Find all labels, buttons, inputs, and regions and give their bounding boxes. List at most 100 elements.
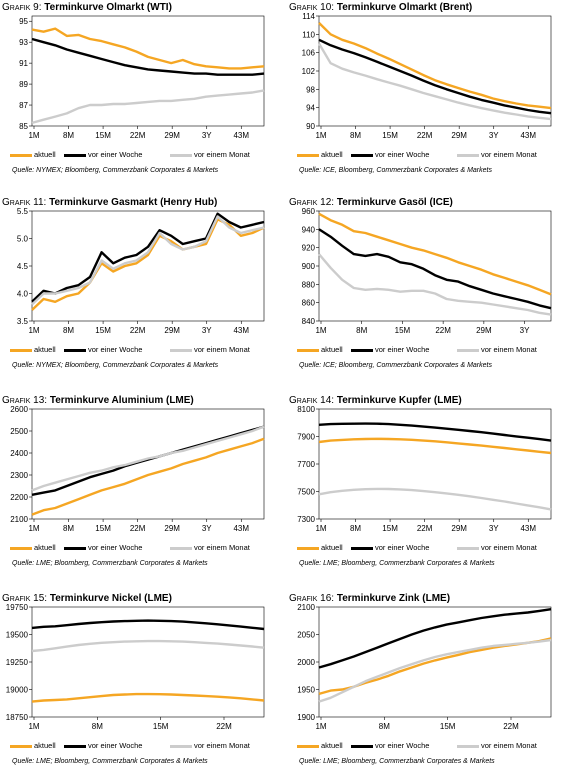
x-tick-label: 15M: [95, 524, 111, 533]
series-line: [31, 437, 265, 516]
series-line: [318, 228, 552, 310]
legend-swatch: [64, 349, 86, 352]
legend-label: vor einer Woche: [88, 345, 143, 354]
series-line: [31, 619, 265, 631]
series-line: [318, 422, 552, 442]
chart-title-text: Terminkurve Olmarkt (WTI): [44, 2, 172, 13]
series-line: [31, 692, 265, 703]
x-tick-label: 3Y: [520, 326, 530, 335]
legend-label: vor einem Monat: [481, 150, 537, 159]
legend-swatch: [297, 154, 319, 157]
legend-label: vor einem Monat: [194, 150, 250, 159]
x-tick-label: 15M: [382, 524, 398, 533]
y-tick-label: 87: [19, 101, 28, 110]
y-tick-label: 840: [302, 317, 316, 326]
chart-panel: Grafik 11: Terminkurve Gasmarkt (Henry H…: [2, 197, 278, 387]
series-line: [31, 215, 265, 306]
plot-area: [31, 408, 265, 520]
plot-area: [318, 15, 552, 127]
chart-title: Grafik 15: Terminkurve Nickel (LME): [2, 593, 172, 604]
series-line: [318, 638, 552, 703]
y-tick-label: 5.5: [17, 207, 29, 216]
chart-title-text: Terminkurve Olmarkt (Brent): [336, 2, 473, 13]
x-tick-label: 1M: [28, 326, 39, 335]
x-tick-label: 43M: [233, 131, 249, 140]
y-tick-label: 7700: [297, 460, 315, 469]
legend-label: vor einer Woche: [375, 345, 430, 354]
legend-label: vor einem Monat: [481, 741, 537, 750]
x-tick-label: 15M: [395, 326, 411, 335]
line-chart: 90 94 98 102 106 110 114 1M 8M 15M 22M 29M 3Y 43M: [302, 12, 552, 140]
source-note: Quelle: LME; Bloomberg, Commerzbank Corp…: [12, 758, 208, 765]
series-line: [318, 437, 552, 455]
y-tick-label: 85: [19, 122, 28, 131]
x-tick-label: 8M: [379, 722, 390, 731]
x-tick-label: 22M: [130, 131, 146, 140]
y-tick-label: 102: [302, 67, 316, 76]
y-tick-label: 2400: [10, 449, 28, 458]
y-tick-label: 114: [302, 12, 315, 21]
x-tick-label: 3Y: [202, 326, 212, 335]
plot-area: [318, 210, 552, 322]
source-note: Quelle: ICE; Bloomberg, Commerzbank Corp…: [299, 362, 492, 369]
chart-number: Grafik 14:: [289, 395, 335, 406]
chart-title: Grafik 10: Terminkurve Olmarkt (Brent): [289, 2, 472, 13]
x-tick-label: 22M: [130, 326, 146, 335]
series-line: [317, 42, 552, 121]
chart-number: Grafik 9:: [2, 2, 42, 13]
chart-panel: Grafik 16: Terminkurve Zink (LME) 1900 195…: [289, 593, 562, 783]
x-tick-label: 22M: [503, 722, 519, 731]
x-tick-label: 8M: [63, 326, 74, 335]
legend-swatch: [457, 154, 479, 157]
x-tick-label: 29M: [451, 524, 467, 533]
chart-number: Grafik 15:: [2, 593, 48, 604]
x-tick-label: 29M: [164, 326, 180, 335]
y-tick-label: 1950: [297, 686, 315, 695]
series-line: [31, 27, 265, 70]
y-tick-label: 110: [302, 30, 315, 39]
legend-swatch: [297, 745, 319, 748]
x-tick-label: 43M: [233, 524, 249, 533]
y-tick-label: 89: [19, 80, 28, 89]
x-tick-label: 1M: [28, 722, 39, 731]
y-tick-label: 8100: [297, 405, 315, 414]
y-tick-label: 1900: [297, 713, 315, 722]
y-tick-label: 106: [302, 49, 316, 58]
series-line: [31, 218, 265, 311]
chart-number: Grafik 13:: [2, 395, 48, 406]
line-chart: 840 860 880 900 920 940 960 1M 8M 15M 22M 29M 3Y: [302, 207, 552, 335]
legend-label: vor einer Woche: [375, 741, 430, 750]
chart-panel: Grafik 10: Terminkurve Olmarkt (Brent) 90…: [289, 2, 562, 192]
chart-number: Grafik 11:: [2, 197, 47, 208]
line-chart: 1900 1950 2000 2050 2100 1M 8M 15M 22M: [297, 603, 552, 731]
legend-swatch: [10, 154, 32, 157]
x-tick-label: 15M: [382, 131, 398, 140]
series-line: [318, 608, 552, 669]
x-tick-label: 8M: [92, 722, 103, 731]
line-chart: 18750 19000 19250 19500 19750 1M 8M 15M 22M: [6, 603, 265, 731]
x-tick-label: 15M: [95, 131, 111, 140]
legend-swatch: [10, 547, 32, 550]
x-tick-label: 22M: [216, 722, 232, 731]
x-tick-label: 8M: [350, 524, 361, 533]
legend-swatch: [351, 547, 373, 550]
y-tick-label: 2600: [10, 405, 28, 414]
chart-title: Grafik 9: Terminkurve Olmarkt (WTI): [2, 2, 172, 13]
y-tick-label: 880: [302, 280, 316, 289]
series-line: [31, 212, 265, 303]
chart-panel: Grafik 14: Terminkurve Kupfer (LME) 7300 7…: [289, 395, 562, 585]
y-tick-label: 90: [306, 122, 315, 131]
x-tick-label: 1M: [315, 326, 326, 335]
legend-swatch: [170, 745, 192, 748]
source-note: Quelle: NYMEX; Bloomberg, Commerzbank Co…: [12, 362, 219, 369]
series-line: [318, 22, 552, 110]
x-tick-label: 3Y: [202, 131, 212, 140]
legend-label: aktuell: [34, 741, 56, 750]
x-tick-label: 1M: [315, 722, 326, 731]
x-tick-label: 15M: [153, 722, 169, 731]
y-tick-label: 19000: [6, 686, 29, 695]
series-line: [31, 37, 265, 76]
x-tick-label: 15M: [95, 326, 111, 335]
legend-label: vor einer Woche: [88, 150, 143, 159]
chart-title: Grafik 14: Terminkurve Kupfer (LME): [289, 395, 462, 406]
